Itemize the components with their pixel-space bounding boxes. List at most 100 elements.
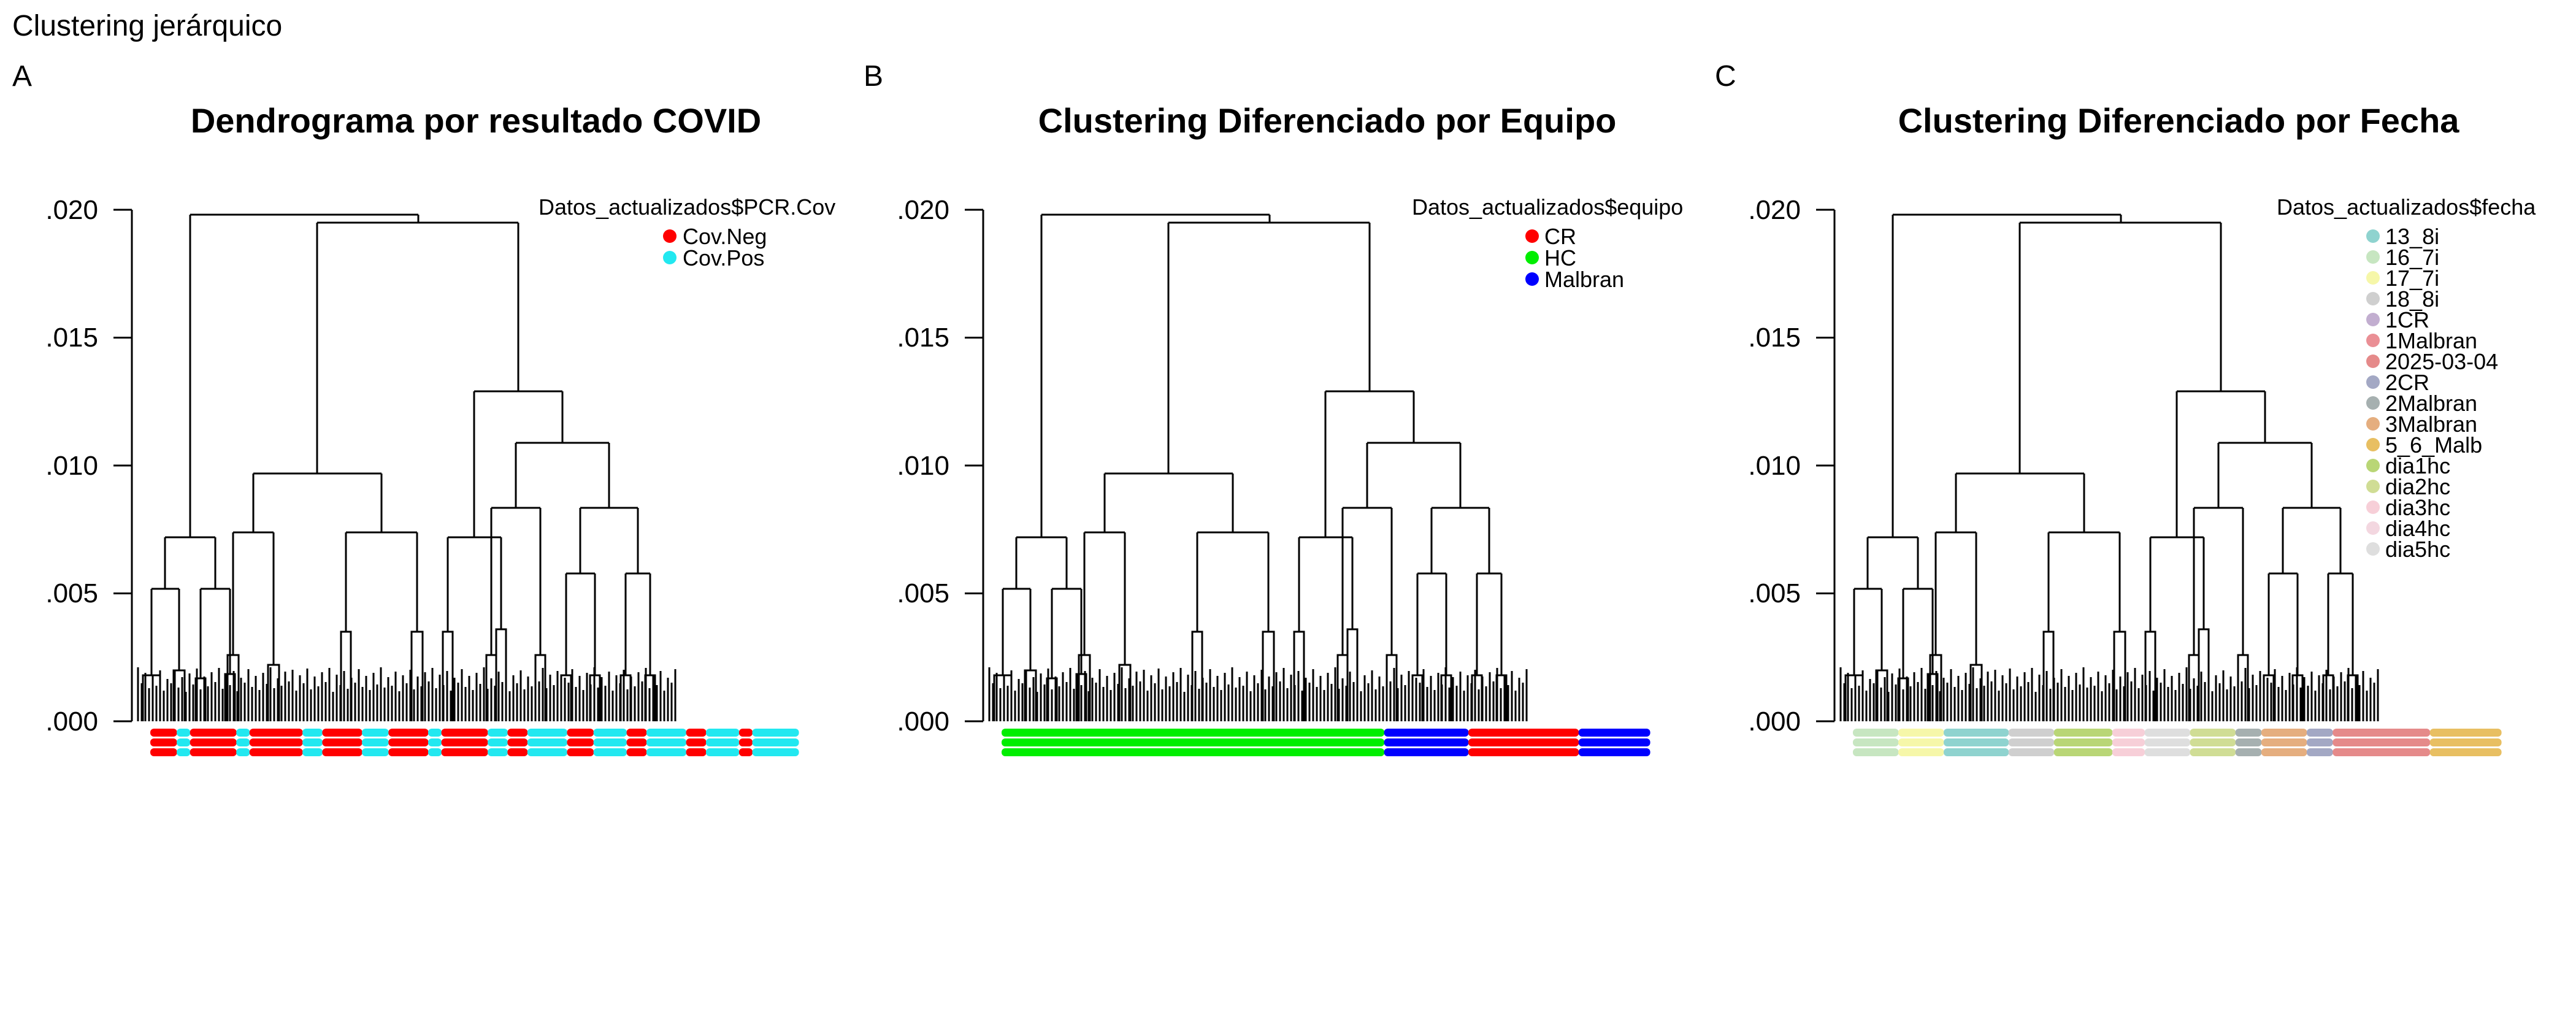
- leaf-color-segment: [1898, 738, 1944, 746]
- leaf-color-segment: [428, 729, 442, 737]
- leaf-color-segment: [150, 738, 177, 746]
- leaf-comb: [1839, 667, 2379, 721]
- leaf-color-segment: [388, 748, 429, 756]
- leaf-color-segment: [249, 738, 303, 746]
- legend-label: 13_8i: [2385, 224, 2439, 249]
- leaf-color-segment: [1578, 748, 1650, 756]
- leaf-color-segment: [322, 729, 362, 737]
- y-axis: .000 .005 .010 .015 .020: [897, 195, 984, 737]
- legend-label: dia5hc: [2385, 537, 2450, 562]
- legend-swatch: [663, 229, 677, 243]
- leaf-color-segment: [2429, 748, 2502, 756]
- legend-swatch: [2366, 396, 2380, 410]
- leaf-color-segment: [1002, 748, 1385, 756]
- legend-label: 1Malbran: [2385, 328, 2477, 353]
- legend-swatch: [2366, 438, 2380, 451]
- legend-swatch: [2366, 271, 2380, 285]
- legend-swatch: [2366, 292, 2380, 305]
- leaf-color-segment: [1944, 729, 2009, 737]
- panel-label: A: [12, 60, 32, 93]
- legend-label: 18_8i: [2385, 286, 2439, 312]
- leaf-color-segment: [1898, 748, 1944, 756]
- leaf-color-segment: [236, 729, 250, 737]
- legend-swatch: [663, 251, 677, 264]
- legend-label: 16_7i: [2385, 245, 2439, 270]
- legend-label: HC: [1544, 245, 1576, 270]
- leaf-color-segment: [646, 729, 687, 737]
- y-tick-label: .015: [45, 323, 98, 353]
- legend: Datos_actualizados$PCR.Cov Cov.Neg Cov.P…: [539, 194, 835, 270]
- leaf-color-segment: [236, 738, 250, 746]
- legend-swatch: [1525, 251, 1539, 264]
- leaf-color-segment: [593, 729, 627, 737]
- leaf-comb: [137, 667, 677, 721]
- leaf-color-segment: [1578, 738, 1650, 746]
- panel-label: C: [1715, 60, 1736, 93]
- chart-title: Dendrograma por resultado COVID: [191, 101, 761, 140]
- leaf-color-segment: [322, 738, 362, 746]
- leaf-cluster: [993, 601, 1508, 721]
- leaf-color-segment: [738, 738, 753, 746]
- leaf-color-segment: [2008, 738, 2055, 746]
- legend-label: dia2hc: [2385, 474, 2450, 499]
- legend-swatch: [2366, 355, 2380, 368]
- leaf-color-segment: [1898, 729, 1944, 737]
- leaf-color-segment: [2190, 729, 2236, 737]
- leaf-color-segment: [428, 738, 442, 746]
- leaf-color-segment: [626, 729, 647, 737]
- y-tick-label: .010: [897, 451, 949, 481]
- leaf-color-segment: [2333, 738, 2431, 746]
- leaf-color-segment: [236, 748, 250, 756]
- leaf-color-segment: [2235, 738, 2262, 746]
- leaf-color-segment: [527, 729, 568, 737]
- leaf-color-segment: [2235, 729, 2262, 737]
- chart-title: Clustering Diferenciado por Fecha: [1898, 101, 2460, 140]
- legend-label: dia3hc: [2385, 495, 2450, 520]
- leaf-color-segment: [626, 748, 647, 756]
- leaf-color-segment: [567, 729, 594, 737]
- legend-swatch: [2366, 542, 2380, 556]
- y-tick-label: .005: [1748, 578, 1801, 608]
- legend-title: Datos_actualizados$equipo: [1412, 194, 1683, 220]
- legend-label: 1CR: [2385, 307, 2429, 332]
- legend-label: 5_6_Malb: [2385, 432, 2482, 458]
- leaf-color-bar: [1853, 729, 2502, 756]
- leaf-color-segment: [1944, 738, 2009, 746]
- leaf-color-segment: [2112, 738, 2145, 746]
- y-tick-label: .020: [45, 195, 98, 225]
- leaf-color-segment: [2008, 729, 2055, 737]
- leaf-color-segment: [738, 748, 753, 756]
- legend-label: Malbran: [1544, 267, 1624, 292]
- leaf-color-segment: [2235, 748, 2262, 756]
- dendrogram-tree: [1853, 213, 2354, 653]
- leaf-color-segment: [2261, 729, 2307, 737]
- leaf-color-segment: [1002, 729, 1385, 737]
- leaf-color-segment: [1384, 738, 1469, 746]
- legend-label: Cov.Pos: [683, 245, 764, 270]
- leaf-color-segment: [2306, 729, 2333, 737]
- leaf-color-segment: [177, 729, 191, 737]
- leaf-color-segment: [1468, 738, 1579, 746]
- legend-label: dia4hc: [2385, 516, 2450, 541]
- leaf-color-segment: [1853, 748, 1899, 756]
- leaf-color-segment: [302, 729, 323, 737]
- legend-swatch: [2366, 229, 2380, 243]
- leaf-color-segment: [567, 748, 594, 756]
- legend-swatch: [2366, 250, 2380, 264]
- leaf-color-segment: [2333, 748, 2431, 756]
- y-tick-label: .005: [45, 578, 98, 608]
- leaf-color-segment: [388, 738, 429, 746]
- leaf-color-segment: [752, 738, 799, 746]
- legend-swatch: [2366, 459, 2380, 472]
- leaf-color-segment: [2261, 748, 2307, 756]
- dendrogram-tree: [150, 213, 651, 653]
- panel-label: B: [864, 60, 883, 93]
- leaf-color-segment: [2306, 738, 2333, 746]
- legend-label: CR: [1544, 224, 1576, 249]
- panel-c: C Clustering Diferenciado por Fecha .000…: [1715, 60, 2536, 756]
- y-axis: .000 .005 .010 .015 .020: [1748, 195, 1836, 737]
- legend-label: 2CR: [2385, 370, 2429, 395]
- legend-label: Cov.Neg: [683, 224, 767, 249]
- leaf-color-segment: [2333, 729, 2431, 737]
